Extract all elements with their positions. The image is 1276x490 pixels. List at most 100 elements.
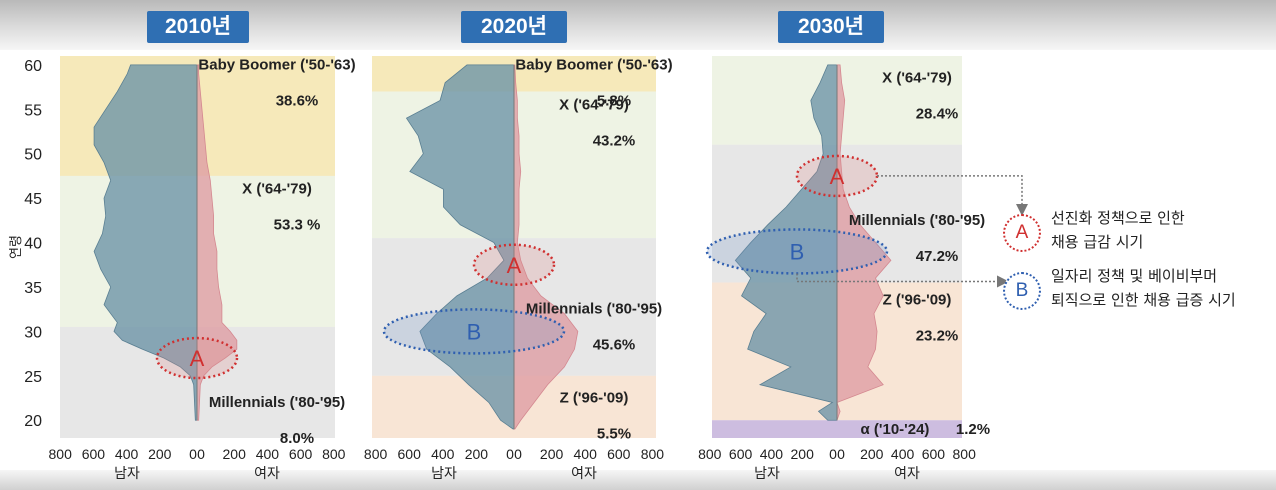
x-tick-label: 800 — [322, 446, 346, 462]
x-tick-label: 800 — [698, 446, 722, 462]
generation-percent: 53.3 % — [274, 217, 321, 234]
connector-a — [877, 175, 1028, 216]
x-tick-label: 200 — [860, 446, 884, 462]
x-label-female: 여자 — [571, 465, 597, 481]
legend-marker-a: A — [1003, 214, 1041, 252]
legend-a-line1: 선진화 정책으로 인한 — [1051, 209, 1185, 227]
x-tick-label: 0 — [189, 446, 197, 462]
x-label-female: 여자 — [894, 465, 920, 481]
generation-percent: 23.2% — [916, 328, 959, 345]
marker-a-letter: A — [507, 253, 522, 278]
legend-marker-b: B — [1003, 272, 1041, 310]
y-tick-label: 35 — [24, 280, 42, 297]
generation-label: X ('64-'79) — [242, 181, 312, 198]
legend-item-a: A 선진화 정책으로 인한 채용 급감 시기 — [1003, 206, 1273, 256]
male-population-area — [734, 64, 838, 421]
band-alpha — [712, 420, 962, 438]
generation-label: α ('10-'24) — [861, 421, 930, 438]
legend-item-b: B 일자리 정책 및 베이비부머 퇴직으로 인한 채용 급증 시기 — [1003, 264, 1273, 314]
x-label-male: 남자 — [431, 465, 457, 481]
generation-label: X ('64-'79) — [882, 70, 952, 87]
x-tick-label: 800 — [641, 446, 665, 462]
x-tick-label: 400 — [574, 446, 598, 462]
legend-b-line1: 일자리 정책 및 베이비부머 — [1051, 267, 1218, 285]
x-tick-label: 0 — [506, 446, 514, 462]
generation-percent: 5.8% — [597, 92, 631, 109]
y-tick-label: 45 — [24, 191, 42, 208]
generation-label: Z ('96-'09) — [560, 389, 629, 406]
male-population-area — [93, 64, 198, 421]
y-tick-label: 20 — [24, 413, 42, 430]
marker-b-letter: B — [790, 239, 805, 264]
x-tick-label: 400 — [115, 446, 139, 462]
x-tick-label: 200 — [791, 446, 815, 462]
x-tick-label: 200 — [540, 446, 564, 462]
female-population-area — [196, 64, 238, 421]
legend-b-line2: 퇴직으로 인한 채용 급증 시기 — [1051, 291, 1236, 309]
marker-a — [472, 243, 556, 287]
generation-label: X ('64-'79) — [559, 96, 629, 113]
x-label-male: 남자 — [754, 465, 780, 481]
female-population-area — [836, 64, 892, 421]
y-tick-label: 50 — [24, 147, 42, 164]
generation-percent: 38.6% — [276, 92, 319, 109]
y-tick-label: 30 — [24, 324, 42, 341]
marker-a-letter: A — [190, 346, 205, 371]
generation-label: Baby Boomer ('50-'63) — [515, 56, 672, 73]
badge-2010: 2010년 — [147, 11, 249, 43]
marker-b-letter: B — [467, 319, 482, 344]
generation-percent: 43.2% — [593, 132, 636, 149]
x-tick-label: 800 — [364, 446, 388, 462]
marker-a-letter: A — [830, 164, 845, 189]
connector-b — [796, 273, 1009, 288]
legend-text-a: 선진화 정책으로 인한 채용 급감 시기 — [1051, 206, 1271, 254]
generation-label: Millennials ('80-'95) — [209, 394, 345, 411]
x-tick-label: 400 — [760, 446, 784, 462]
legend-text-b: 일자리 정책 및 베이비부머 퇴직으로 인한 채용 급증 시기 — [1051, 264, 1271, 312]
male-population-area — [405, 64, 515, 430]
x-tick-label: 0 — [514, 446, 522, 462]
x-tick-label: 600 — [398, 446, 422, 462]
x-tick-label: 400 — [431, 446, 455, 462]
badge-2020: 2020년 — [461, 11, 567, 43]
x-label-female: 여자 — [254, 465, 280, 481]
x-tick-label: 400 — [256, 446, 280, 462]
x-tick-label: 600 — [82, 446, 106, 462]
x-tick-label: 400 — [891, 446, 915, 462]
generation-percent: 28.4% — [916, 106, 959, 123]
x-tick-label: 600 — [607, 446, 631, 462]
generation-label: Millennials ('80-'95) — [849, 212, 985, 229]
generation-percent: 8.0% — [280, 430, 314, 447]
marker-b — [382, 308, 566, 355]
x-tick-label: 200 — [223, 446, 247, 462]
x-tick-label: 600 — [729, 446, 753, 462]
x-tick-label: 200 — [465, 446, 489, 462]
generation-percent: 45.6% — [593, 337, 636, 354]
x-tick-label: 600 — [289, 446, 313, 462]
x-tick-label: 0 — [197, 446, 205, 462]
marker-a — [155, 336, 239, 380]
footer-background — [0, 470, 1276, 490]
generation-percent: 1.2% — [956, 421, 990, 438]
badge-2030: 2030년 — [778, 11, 884, 43]
y-tick-label: 25 — [24, 369, 42, 386]
x-tick-label: 800 — [953, 446, 977, 462]
y-tick-label: 40 — [24, 236, 42, 253]
generation-percent: 5.5% — [597, 425, 631, 442]
x-tick-label: 600 — [922, 446, 946, 462]
generation-percent: 47.2% — [916, 248, 959, 265]
generation-label: Millennials ('80-'95) — [526, 301, 662, 318]
y-tick-label: 55 — [24, 102, 42, 119]
x-tick-label: 0 — [837, 446, 845, 462]
female-population-area — [513, 64, 579, 430]
generation-label: Z ('96-'09) — [883, 292, 952, 309]
y-axis-label: 연령 — [8, 235, 23, 259]
x-tick-label: 0 — [829, 446, 837, 462]
y-tick-label: 60 — [24, 58, 42, 75]
generation-label: Baby Boomer ('50-'63) — [198, 56, 355, 73]
x-tick-label: 200 — [148, 446, 172, 462]
legend-a-line2: 채용 급감 시기 — [1051, 233, 1144, 251]
x-tick-label: 800 — [49, 446, 73, 462]
x-label-male: 남자 — [114, 465, 140, 481]
